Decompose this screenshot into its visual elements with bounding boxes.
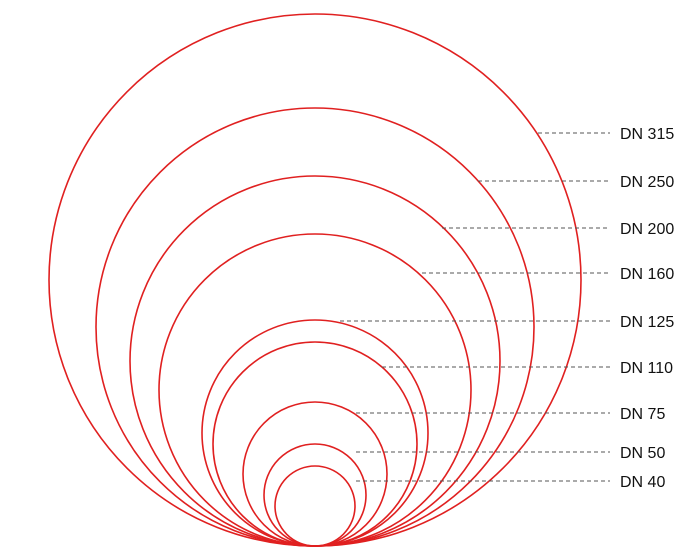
dn-250-label: DN 250: [620, 174, 674, 191]
dn-50-circle: [263, 443, 367, 547]
pipe-circles: [48, 13, 582, 547]
dn-50-label: DN 50: [620, 445, 665, 462]
dn-160-circle: [158, 233, 472, 547]
dn-160-label: DN 160: [620, 266, 674, 283]
dn-40-circle: [274, 465, 356, 547]
dn-75-circle: [242, 401, 388, 547]
dn-250-circle: [95, 107, 535, 547]
dn-200-circle: [129, 175, 501, 547]
dn-125-label: DN 125: [620, 314, 674, 331]
dn-110-label: DN 110: [620, 360, 673, 377]
dn-200-label: DN 200: [620, 221, 674, 238]
dn-315-label: DN 315: [620, 126, 674, 143]
dn-125-circle: [201, 319, 429, 547]
leader-lines: [340, 132, 610, 482]
dn-75-label: DN 75: [620, 406, 665, 423]
dn-40-label: DN 40: [620, 474, 665, 491]
size-labels: DN 315 DN 250 DN 200 DN 160 DN 125 DN 110 DN 7…: [620, 126, 674, 491]
